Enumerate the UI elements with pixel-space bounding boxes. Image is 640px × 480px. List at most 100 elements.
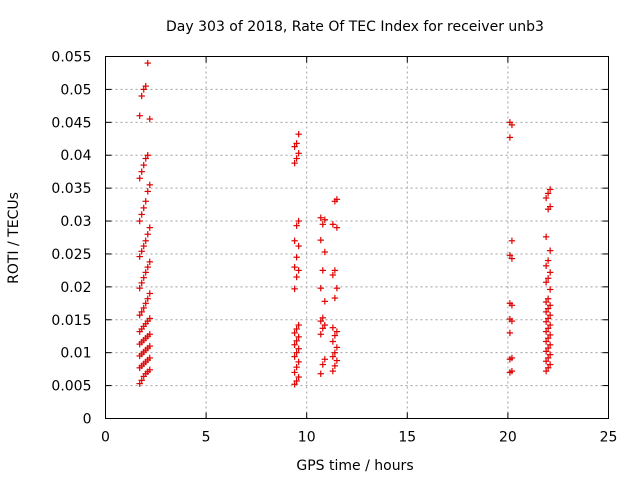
data-point	[506, 134, 514, 141]
data-point	[136, 175, 143, 182]
data-point	[146, 354, 153, 362]
data-point	[136, 284, 143, 292]
data-point	[136, 253, 143, 260]
data-point	[544, 190, 552, 197]
y-tick-label: 0.055	[51, 50, 91, 66]
data-point	[291, 369, 298, 376]
data-point	[546, 311, 554, 319]
data-point	[138, 92, 145, 100]
data-point	[140, 161, 147, 169]
data-point	[136, 311, 143, 319]
data-point	[333, 328, 341, 335]
data-point	[293, 325, 300, 333]
x-tick-label: 15	[398, 430, 416, 446]
data-point	[319, 314, 326, 321]
data-point	[295, 267, 302, 274]
data-point	[544, 305, 552, 312]
data-point	[142, 300, 149, 307]
data-point	[331, 267, 339, 274]
data-point	[293, 377, 300, 385]
data-point	[542, 262, 550, 270]
data-point	[333, 357, 341, 364]
data-point	[333, 344, 341, 351]
data-point	[331, 294, 339, 302]
data-point	[542, 318, 550, 325]
data-point	[331, 349, 339, 356]
data-point	[546, 186, 554, 193]
y-tick-label: 0.035	[51, 181, 91, 197]
data-point	[546, 203, 554, 210]
data-point	[544, 364, 552, 372]
data-point	[546, 331, 554, 339]
data-point	[317, 284, 324, 292]
data-point	[146, 290, 153, 297]
data-point	[146, 258, 153, 266]
x-tick-label: 25	[600, 430, 618, 446]
data-point	[544, 295, 552, 302]
y-tick-label: 0.045	[51, 115, 91, 131]
data-point	[138, 377, 145, 384]
data-point	[142, 155, 149, 162]
data-point	[146, 331, 153, 338]
data-point	[144, 188, 151, 195]
data-point	[317, 214, 324, 221]
data-point	[542, 298, 550, 306]
data-point	[317, 317, 324, 325]
data-point	[546, 247, 554, 254]
data-point	[295, 130, 302, 138]
data-point	[544, 275, 552, 282]
data-point	[144, 59, 151, 67]
x-tick-label: 20	[499, 430, 517, 446]
data-point	[138, 168, 145, 175]
data-point	[542, 358, 550, 365]
data-point	[506, 300, 514, 307]
plot-frame	[105, 56, 609, 419]
data-point	[295, 217, 302, 225]
x-tick-label: 5	[202, 430, 211, 446]
x-tick-label: 10	[298, 430, 316, 446]
data-point	[138, 248, 145, 255]
data-point	[319, 325, 326, 332]
data-point	[321, 248, 329, 256]
data-point	[138, 308, 145, 316]
data-point	[544, 257, 552, 264]
data-point	[138, 279, 145, 287]
data-point	[317, 331, 324, 338]
data-point	[293, 363, 300, 371]
y-tick-label: 0.015	[51, 313, 91, 329]
data-point	[291, 237, 298, 244]
data-point	[329, 221, 337, 228]
data-point	[542, 338, 550, 345]
y-tick-label: 0.025	[51, 247, 91, 263]
data-point	[329, 324, 337, 331]
data-point	[329, 353, 337, 360]
data-point	[295, 150, 302, 157]
data-point	[144, 231, 151, 238]
y-tick-label: 0	[83, 412, 92, 428]
y-tick-label: 0.01	[60, 346, 91, 362]
data-point	[140, 274, 147, 281]
data-point	[546, 269, 554, 276]
x-axis-label: GPS time / hours	[296, 458, 413, 474]
data-point	[506, 119, 514, 126]
data-point	[142, 269, 149, 276]
data-point	[291, 285, 298, 293]
data-point	[291, 263, 298, 271]
data-point	[293, 155, 300, 162]
data-point	[146, 181, 153, 189]
data-point	[291, 143, 298, 150]
data-point	[506, 329, 514, 337]
data-point	[508, 237, 516, 244]
data-point	[144, 152, 151, 159]
y-tick-label: 0.05	[60, 82, 91, 98]
data-point	[546, 286, 554, 293]
grid-lines	[105, 56, 609, 419]
data-point	[291, 353, 298, 360]
data-point	[146, 115, 153, 123]
data-point	[295, 345, 302, 352]
data-point	[291, 159, 298, 167]
data-point	[329, 338, 337, 345]
y-tick-label: 0.04	[60, 148, 91, 164]
data-point	[295, 242, 302, 250]
